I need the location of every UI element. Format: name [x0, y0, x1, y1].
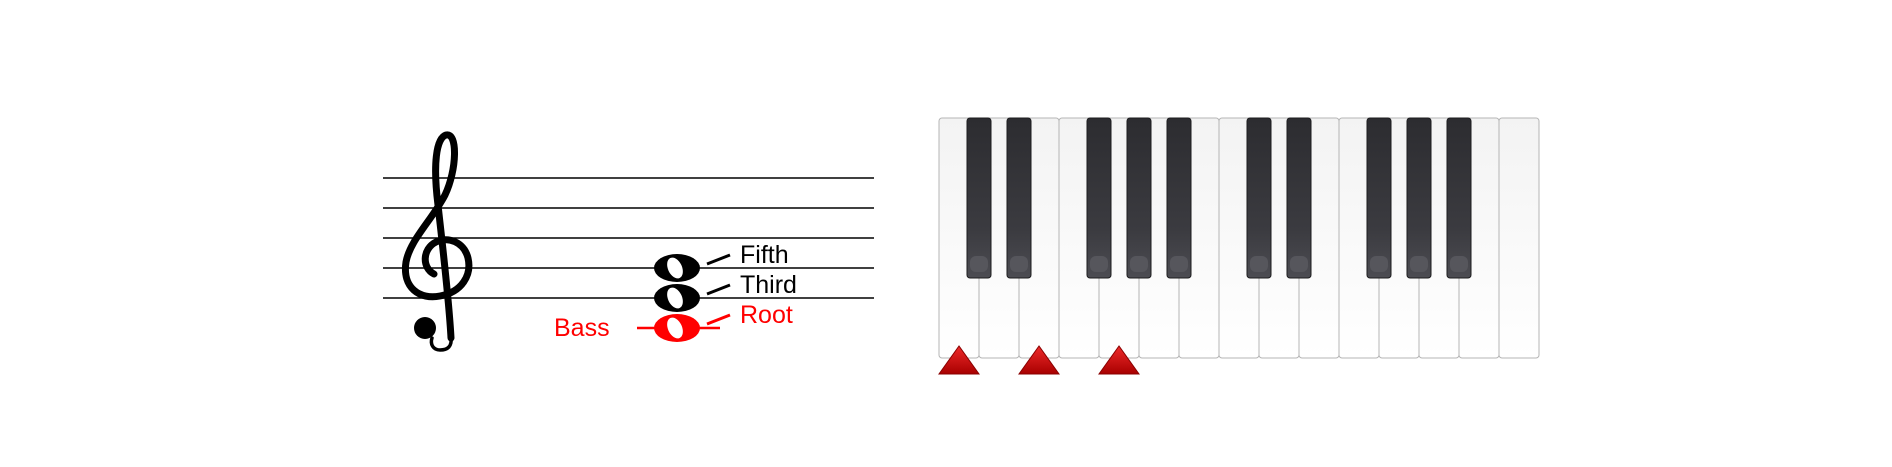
black-key — [1286, 117, 1312, 279]
third-label: Third — [740, 271, 797, 299]
root-label: Root — [740, 301, 793, 329]
chord — [637, 254, 720, 342]
bass-label: Bass — [554, 314, 610, 342]
black-key — [1366, 117, 1392, 279]
piano-keyboard — [938, 117, 1540, 375]
fifth-leader — [706, 253, 731, 266]
black-key — [1086, 117, 1112, 279]
root-note — [654, 314, 700, 342]
black-key — [1166, 117, 1192, 279]
treble-clef-dot — [414, 317, 436, 339]
music-staff: Fifth Third Root Bass — [383, 131, 874, 352]
third-leader — [706, 283, 731, 296]
fifth-note — [654, 254, 700, 282]
third-note — [654, 284, 700, 312]
fifth-label: Fifth — [740, 241, 789, 269]
black-keys — [966, 117, 1472, 279]
black-key — [1446, 117, 1472, 279]
white-key — [1498, 117, 1540, 359]
triangle-up-icon — [1098, 345, 1140, 375]
staff-lines — [383, 177, 874, 299]
black-key — [1126, 117, 1152, 279]
black-key — [966, 117, 992, 279]
triangle-up-icon — [938, 345, 980, 375]
black-key — [1246, 117, 1272, 279]
treble-clef-icon — [401, 131, 473, 352]
root-leader — [706, 313, 731, 326]
black-key — [1006, 117, 1032, 279]
black-key — [1406, 117, 1432, 279]
triangle-up-icon — [1018, 345, 1060, 375]
key-markers — [938, 345, 1140, 375]
